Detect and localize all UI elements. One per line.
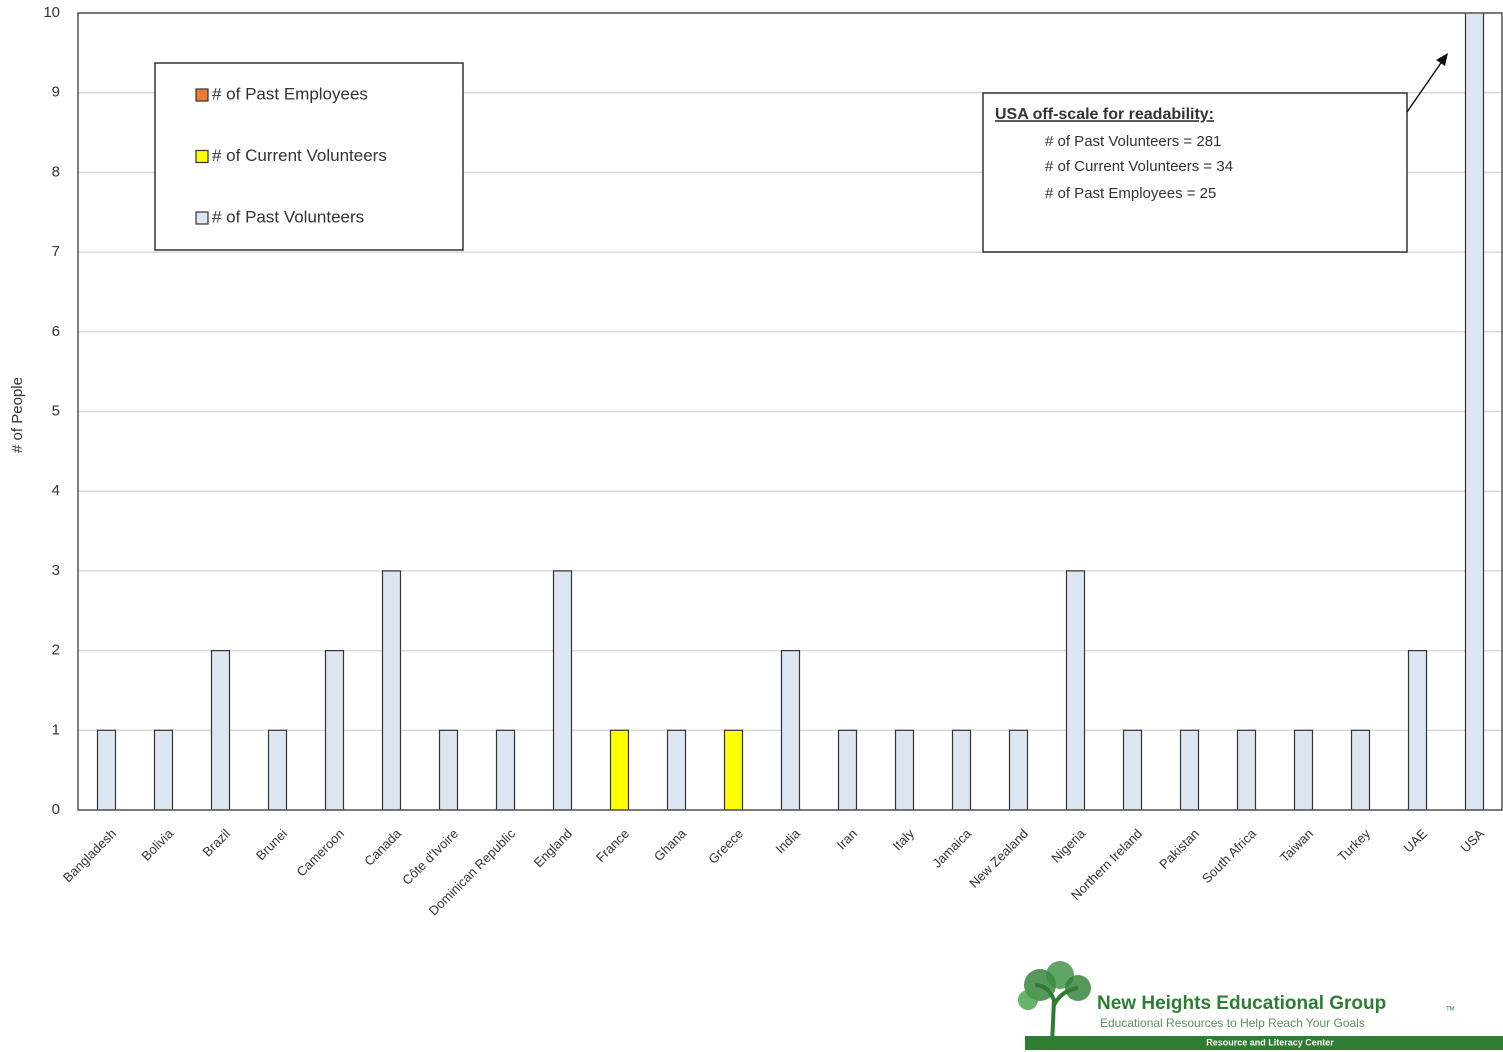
x-tick-label: Taiwan: [1277, 826, 1316, 865]
x-tick-label: Cameroon: [294, 826, 348, 880]
x-tick-label: Ghana: [651, 825, 690, 864]
x-tick-label: India: [773, 825, 804, 856]
bar: [1008, 729, 1029, 810]
logo-banner-text: Resource and Literacy Center: [1206, 1037, 1334, 1047]
bar: [438, 729, 459, 810]
x-tick-label: Canada: [361, 825, 404, 868]
y-tick-label: 6: [52, 323, 60, 340]
legend-swatch: [195, 211, 209, 225]
x-tick-label: Italy: [890, 826, 918, 854]
x-tick-label: England: [531, 826, 575, 870]
x-tick-label: Nigeria: [1048, 825, 1088, 865]
bar: [552, 570, 573, 810]
logo: New Heights Educational Group TM Educati…: [1018, 961, 1503, 1050]
x-tick-label: UAE: [1401, 826, 1431, 856]
x-tick-label: Jamaica: [929, 825, 974, 870]
x-tick-label: USA: [1458, 826, 1488, 856]
bar: [1293, 729, 1314, 810]
x-tick-label: France: [593, 826, 632, 865]
annotation-line: # of Current Volunteers = 34: [1045, 158, 1233, 175]
bar: [1065, 570, 1086, 810]
bar: [153, 729, 174, 810]
y-tick-label: 9: [52, 84, 60, 101]
bar: [780, 649, 801, 810]
legend-label: # of Past Volunteers: [212, 207, 364, 226]
x-tick-label: Iran: [834, 826, 860, 852]
y-tick-label: 0: [52, 801, 60, 818]
x-tick-label: Brazil: [199, 826, 233, 860]
logo-name: New Heights Educational Group: [1097, 993, 1386, 1014]
bar: [951, 729, 972, 810]
x-tick-label: New Zealand: [966, 826, 1031, 891]
logo-tree-leaf: [1065, 975, 1091, 1001]
bar: [894, 729, 915, 810]
bar: [495, 729, 516, 810]
logo-tagline: Educational Resources to Help Reach Your…: [1100, 1016, 1365, 1030]
y-tick-label: 1: [52, 721, 60, 738]
x-tick-label: Greece: [705, 826, 746, 867]
x-tick-label: Brunei: [253, 826, 290, 863]
annotation-box: [982, 92, 1408, 253]
x-tick-label: Côte d'Ivoire: [399, 826, 461, 888]
bar: [666, 729, 687, 810]
x-tick-label: Bolivia: [138, 825, 176, 863]
annotation-line: # of Past Volunteers = 281: [1045, 133, 1221, 150]
y-tick-label: 4: [52, 482, 60, 499]
y-tick-label: 8: [52, 163, 60, 180]
bar: [1464, 13, 1485, 810]
annotation: USA off-scale for readability: # of Past…: [982, 53, 1448, 253]
logo-tree-leaf: [1018, 990, 1038, 1010]
bar: [609, 729, 630, 810]
y-tick-label: 5: [52, 402, 60, 419]
y-axis-label: # of People: [9, 377, 26, 453]
x-tick-label: South Africa: [1199, 825, 1260, 886]
bar: [1179, 729, 1200, 810]
bar: [210, 649, 231, 810]
x-tick-label: Bangladesh: [60, 826, 119, 885]
x-tick-label: Pakistan: [1156, 826, 1202, 872]
legend-label: # of Past Employees: [212, 84, 368, 103]
annotation-line: # of Past Employees = 25: [1045, 185, 1216, 202]
bar: [723, 729, 744, 810]
legend: # of Past Employees # of Current Voluntee…: [154, 62, 464, 251]
y-tick-label: 3: [52, 562, 60, 579]
bar: [324, 649, 345, 810]
bar: [837, 729, 858, 810]
legend-label: # of Current Volunteers: [212, 146, 387, 165]
bar: [1236, 729, 1257, 810]
arrow-head: [1436, 53, 1448, 66]
annotation-arrow: [1406, 59, 1444, 113]
y-tick-label: 10: [43, 4, 60, 21]
x-tick-label: Turkey: [1335, 826, 1374, 865]
logo-banner: [1025, 1036, 1503, 1050]
bar: [1407, 649, 1428, 810]
bar: [267, 729, 288, 810]
plot-frame: [77, 12, 1503, 811]
y-tick-label: 2: [52, 642, 60, 659]
logo-mark: TM: [1446, 1007, 1455, 1013]
bar: [1350, 729, 1371, 810]
bar: [96, 729, 117, 810]
bar: [1122, 729, 1143, 810]
legend-swatch: [195, 149, 209, 164]
legend-swatch: [195, 88, 209, 102]
y-tick-label: 7: [52, 243, 60, 260]
bar: [381, 570, 402, 810]
annotation-title: USA off-scale for readability:: [995, 106, 1214, 123]
